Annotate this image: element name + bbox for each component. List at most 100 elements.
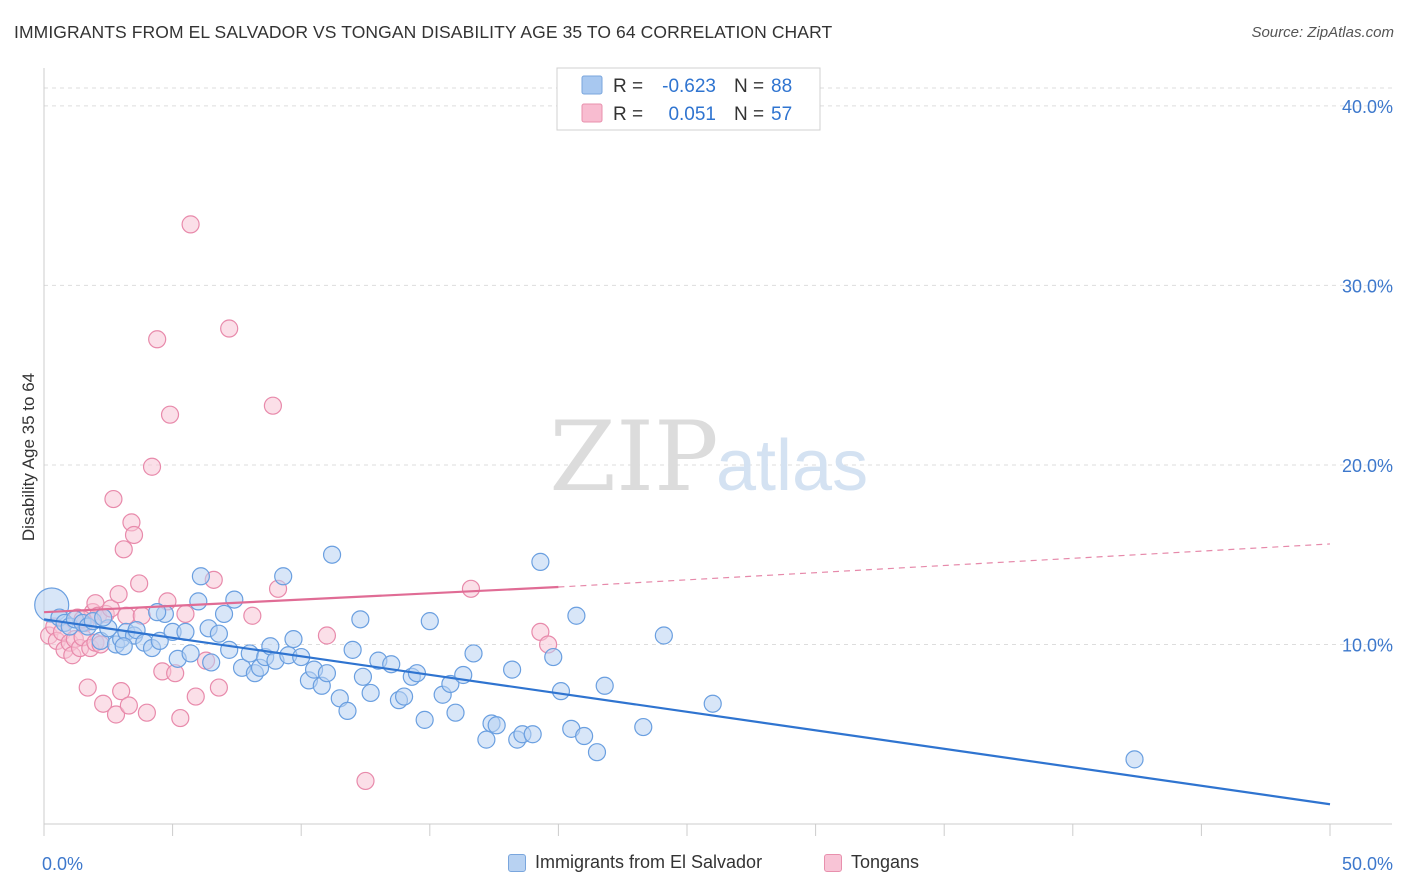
point-el-salvador bbox=[464, 644, 483, 663]
point-el-salvador bbox=[338, 701, 357, 721]
point-el-salvador bbox=[595, 676, 614, 695]
point-el-salvador bbox=[503, 660, 522, 679]
watermark-zip: ZIP bbox=[549, 401, 718, 513]
y-tick-label: 40.0% bbox=[1342, 97, 1393, 117]
legend-item-tongans: Tongans bbox=[824, 852, 919, 873]
point-el-salvador bbox=[703, 694, 722, 713]
point-el-salvador bbox=[114, 637, 133, 656]
point-tongans bbox=[124, 525, 144, 545]
watermark-atlas: atlas bbox=[716, 426, 868, 506]
point-el-salvador bbox=[361, 683, 380, 703]
point-tongans bbox=[119, 696, 138, 715]
trend-line-el-salvador bbox=[43, 618, 1331, 806]
x-tick-label: 0.0% bbox=[42, 854, 83, 874]
grid-lines bbox=[44, 87, 1392, 645]
point-tongans bbox=[176, 604, 195, 624]
stats-swatch-blue bbox=[581, 75, 603, 95]
point-tongans bbox=[104, 489, 123, 509]
point-tongans bbox=[209, 678, 228, 697]
point-tongans bbox=[78, 678, 97, 697]
y-axis-label: Disability Age 35 to 64 bbox=[19, 373, 38, 541]
stats-n-value-pink: 57 bbox=[771, 104, 792, 125]
point-el-salvador bbox=[544, 647, 563, 667]
point-el-salvador bbox=[351, 610, 370, 629]
point-el-salvador bbox=[322, 545, 342, 564]
point-el-salvador bbox=[94, 608, 113, 627]
point-el-salvador bbox=[1125, 750, 1144, 769]
stats-legend: R = -0.623 N = 88 R = 0.051 N = 57 bbox=[556, 67, 821, 131]
point-el-salvador bbox=[343, 640, 362, 659]
point-tongans bbox=[186, 687, 205, 706]
point-tongans bbox=[94, 694, 113, 713]
stats-n-value-blue: 88 bbox=[771, 76, 792, 97]
point-tongans bbox=[317, 626, 337, 645]
point-el-salvador bbox=[575, 726, 594, 746]
point-el-salvador bbox=[567, 606, 586, 625]
legend-label-tongans: Tongans bbox=[851, 852, 920, 872]
point-el-salvador bbox=[394, 687, 414, 706]
tick-labels: 10.0% 20.0% 30.0% 40.0% 0.0% 50.0% bbox=[42, 97, 1393, 874]
y-tick-label: 20.0% bbox=[1342, 456, 1393, 476]
point-el-salvador bbox=[209, 624, 228, 643]
point-el-salvador bbox=[587, 743, 607, 762]
point-el-salvador bbox=[634, 717, 653, 737]
point-el-salvador bbox=[654, 626, 673, 645]
point-el-salvador bbox=[446, 703, 465, 722]
legend-swatch-el-salvador bbox=[508, 853, 526, 872]
point-el-salvador bbox=[191, 567, 210, 586]
point-el-salvador bbox=[420, 612, 439, 631]
point-tongans bbox=[243, 606, 262, 625]
point-el-salvador bbox=[317, 664, 337, 683]
point-el-salvador bbox=[181, 644, 200, 663]
point-tongans bbox=[160, 405, 180, 424]
stats-r-value-pink: 0.051 bbox=[668, 104, 716, 125]
point-tongans bbox=[461, 579, 481, 598]
trend-line-tongans bbox=[43, 585, 559, 614]
stats-r-label-blue: R = bbox=[613, 76, 643, 97]
axes bbox=[43, 68, 1392, 836]
point-tongans bbox=[130, 574, 149, 593]
y-tick-label: 30.0% bbox=[1342, 276, 1393, 296]
point-el-salvador bbox=[353, 667, 373, 686]
trend-line-tongans-extrapolated bbox=[558, 543, 1331, 588]
point-tongans bbox=[220, 319, 239, 338]
point-el-salvador bbox=[214, 604, 234, 624]
point-el-salvador bbox=[225, 590, 244, 609]
point-tongans bbox=[117, 606, 136, 625]
point-el-salvador bbox=[551, 682, 571, 701]
point-tongans bbox=[181, 215, 200, 234]
point-el-salvador bbox=[477, 730, 496, 749]
watermark: ZIP atlas bbox=[549, 401, 868, 513]
point-el-salvador bbox=[220, 640, 239, 659]
point-el-salvador bbox=[487, 716, 506, 735]
source-label: Source: ZipAtlas.com bbox=[1251, 24, 1394, 41]
chart-title: IMMIGRANTS FROM EL SALVADOR VS TONGAN DI… bbox=[14, 22, 833, 42]
stats-swatch-pink bbox=[581, 103, 603, 123]
point-tongans bbox=[171, 708, 190, 728]
stats-r-label-pink: R = bbox=[613, 104, 643, 125]
trend-lines bbox=[43, 543, 1331, 806]
stats-r-value-blue: -0.623 bbox=[662, 76, 716, 97]
point-tongans bbox=[109, 585, 128, 604]
series-legend: Immigrants from El Salvador Tongans bbox=[0, 852, 1406, 878]
point-el-salvador bbox=[415, 710, 434, 729]
point-el-salvador bbox=[531, 552, 550, 571]
point-tongans bbox=[114, 540, 133, 559]
y-tick-label: 10.0% bbox=[1342, 635, 1393, 655]
point-el-salvador bbox=[284, 629, 303, 649]
point-el-salvador bbox=[202, 653, 221, 672]
point-tongans bbox=[137, 703, 156, 722]
point-el-salvador bbox=[523, 725, 542, 744]
point-tongans bbox=[112, 682, 131, 701]
point-tongans bbox=[106, 705, 126, 724]
point-el-salvador bbox=[274, 567, 293, 586]
legend-label-el-salvador: Immigrants from El Salvador bbox=[535, 852, 763, 872]
stats-n-label-blue: N = bbox=[734, 76, 764, 97]
point-tongans bbox=[263, 396, 283, 415]
point-tongans bbox=[148, 330, 167, 349]
point-tongans bbox=[142, 457, 162, 476]
x-tick-label: 50.0% bbox=[1342, 854, 1393, 874]
point-tongans bbox=[356, 771, 375, 791]
point-el-salvador bbox=[189, 592, 208, 611]
